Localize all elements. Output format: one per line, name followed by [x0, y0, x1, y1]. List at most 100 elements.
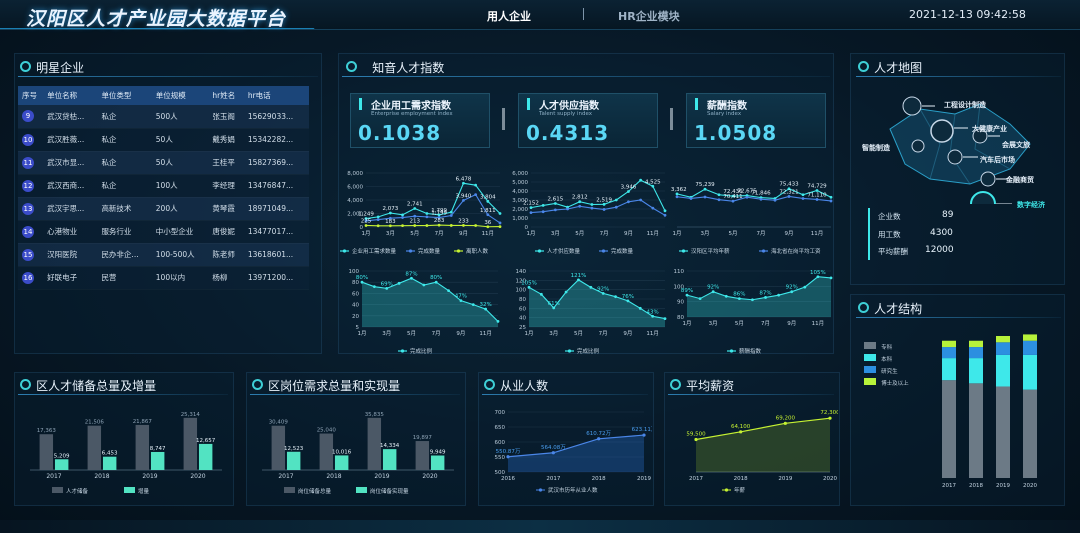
map-label[interactable]: 汽车后市场: [980, 156, 1015, 164]
data-label: 69%: [381, 281, 393, 287]
data-point: [815, 189, 819, 192]
row-number-badge: 10: [22, 133, 34, 146]
data-point: [739, 430, 743, 434]
nav-tab-employer[interactable]: 用人企业: [487, 10, 531, 23]
smart-node-icon[interactable]: [911, 139, 925, 153]
table-header-row: 序号 单位名称 单位类型 单位规模 hr姓名 hr电话: [18, 86, 309, 105]
map-label[interactable]: 会展文旅: [1002, 141, 1030, 149]
table-row[interactable]: 11 武汉市显... 私企 50人 王桂平 15827369...: [18, 151, 309, 174]
data-point: [413, 224, 417, 227]
finance-node-icon[interactable]: [980, 171, 996, 187]
structure-title-row: 人才结构: [858, 298, 922, 317]
stacked-bar-segment: [1023, 354, 1037, 390]
stacked-bar-segment: [996, 342, 1010, 355]
x-tick-label: 2018: [969, 483, 983, 489]
data-point: [425, 215, 429, 219]
legend-swatch: [864, 366, 876, 373]
y-tick-label: 5: [356, 325, 360, 331]
table-cell: 黄琴霞: [208, 197, 244, 220]
data-label: 71,846: [751, 191, 771, 197]
data-point: [828, 416, 832, 420]
card-accent: [359, 98, 362, 110]
district-map-shape: [889, 103, 1031, 185]
data-point: [801, 197, 805, 200]
table-row[interactable]: 15 汉阳医院 民办非企... 100-500人 陈老师 13618601...: [18, 243, 309, 266]
data-label: 283: [434, 218, 445, 224]
row-number-badge: 9: [22, 110, 34, 123]
stacked-bar-segment: [996, 336, 1010, 343]
table-cell: 戴秀娟: [208, 128, 244, 151]
data-point: [564, 290, 568, 294]
data-label: 5,209: [54, 453, 70, 459]
legend-dot: [538, 488, 543, 492]
data-label: 2,152: [523, 201, 539, 207]
col-header: hr姓名: [208, 86, 244, 105]
table-cell: 心港物业: [43, 220, 98, 243]
data-label: 43%: [647, 309, 659, 315]
legend-dot: [724, 488, 729, 492]
expo-node-icon[interactable]: [972, 128, 988, 144]
x-tick-label: 7月: [761, 320, 770, 327]
data-label: 89%: [681, 288, 693, 294]
table-cell: 杨柳: [208, 266, 244, 289]
table-row[interactable]: 16 好联电子 民营 100以内 杨柳 13971200...: [18, 266, 309, 289]
data-point: [410, 276, 413, 280]
auto-node-icon[interactable]: [947, 149, 963, 165]
legend-label: 完成比例: [577, 347, 600, 355]
x-tick-label: 2016: [501, 476, 515, 482]
legend-dot: [400, 349, 405, 353]
title-underline: [342, 76, 830, 77]
data-label: 1,249: [358, 212, 374, 218]
structure-title: 人才结构: [874, 302, 923, 316]
data-point: [651, 206, 655, 210]
map-label[interactable]: 数字经济: [1017, 201, 1045, 209]
x-tick-label: 2020: [422, 473, 437, 480]
health-node-icon[interactable]: [930, 119, 954, 143]
table-cell: 50人: [151, 151, 209, 174]
data-label: 9,949: [430, 450, 446, 456]
y-tick-label: 6,000: [512, 171, 528, 177]
data-point: [724, 294, 728, 298]
x-tick-label: 2020: [1023, 483, 1037, 489]
stat-value: 4300: [930, 228, 953, 238]
table-row[interactable]: 10 武汉胜薇... 私企 50人 戴秀娟 15342282...: [18, 128, 309, 151]
bar: [102, 456, 117, 470]
table-cell: 10: [18, 128, 44, 151]
row-number-badge: 11: [22, 156, 34, 169]
data-point: [388, 224, 392, 228]
map-label[interactable]: 金融商贸: [1006, 176, 1034, 184]
data-point: [698, 297, 702, 300]
data-label: 72,436: [723, 189, 743, 195]
x-tick-label: 9月: [785, 230, 794, 237]
data-label: 80%: [430, 275, 442, 281]
table-row[interactable]: 9 武汉贷枯... 私企 500人 张玉阁 15629033...: [18, 105, 309, 128]
table-cell: 9: [18, 105, 44, 128]
digital-node-icon[interactable]: [970, 191, 996, 204]
table-row[interactable]: 13 武汉宇思... 高新技术 200人 黄琴霞 18971049...: [18, 197, 309, 220]
industry-node-icon[interactable]: [902, 96, 922, 116]
map-label[interactable]: 大健康产业: [972, 125, 1007, 133]
map-label[interactable]: 工程设计制造: [944, 101, 986, 109]
table-cell: 15827369...: [243, 151, 309, 174]
nav-tab-hr-module[interactable]: HR企业模块: [618, 10, 680, 23]
data-point: [401, 216, 404, 219]
stacked-bar-segment: [942, 380, 956, 478]
map-label[interactable]: 智能制造: [862, 144, 890, 152]
table-row[interactable]: 14 心港物业 服务行业 中小型企业 唐俊妮 13477017...: [18, 220, 309, 243]
data-point: [590, 206, 594, 210]
table-cell: 14: [18, 220, 44, 243]
row-number-badge: 15: [22, 248, 34, 261]
legend-label: 离职人数: [466, 247, 489, 255]
table-cell: 50人: [151, 128, 209, 151]
data-point: [731, 199, 735, 203]
table-cell: 民办非企...: [97, 243, 152, 266]
x-tick-label: 2019: [142, 473, 157, 480]
section-icon: [484, 379, 495, 390]
data-point: [783, 421, 787, 425]
table-row[interactable]: 12 武汉西商... 私企 100人 李经理 13476847...: [18, 174, 309, 197]
data-point: [447, 289, 450, 292]
card-value: 0.4313: [526, 121, 610, 145]
data-label: 72,300: [820, 410, 838, 416]
y-tick-label: 25: [519, 325, 526, 331]
data-label: 21,506: [85, 420, 105, 426]
